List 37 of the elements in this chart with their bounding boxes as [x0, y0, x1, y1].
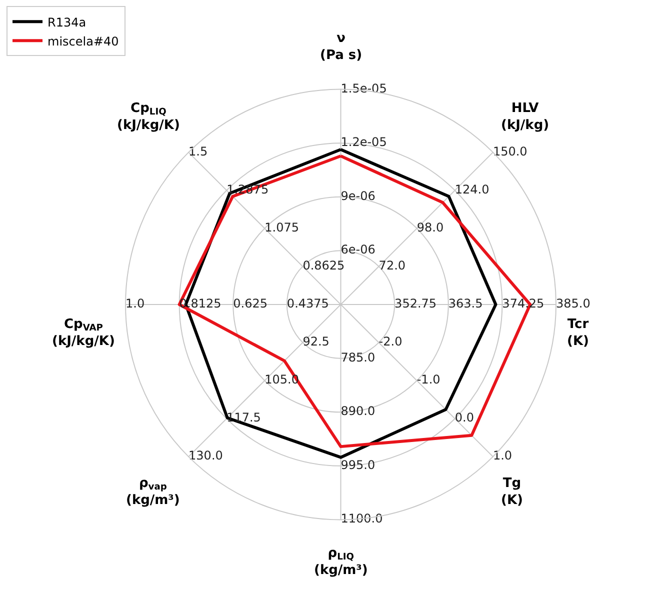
- text: 92.5: [302, 334, 330, 349]
- text: -1.0: [416, 372, 440, 387]
- text: 1.2e-05: [340, 135, 387, 150]
- spoke-label: ρ$_{vap}$ (kg/m³): [126, 476, 180, 508]
- text: 1100.0: [340, 512, 383, 526]
- text: -2.0: [378, 334, 402, 349]
- text: 124.0: [454, 182, 490, 196]
- text: 1.5e-05: [340, 81, 387, 96]
- text: 98.0: [416, 220, 444, 234]
- text: 1.075: [264, 220, 300, 234]
- text: 0.0: [454, 410, 474, 425]
- text: 6e-06: [340, 242, 376, 257]
- text: 9e-06: [340, 188, 376, 203]
- text: 785.0: [340, 350, 376, 364]
- text: 995.0: [340, 458, 376, 472]
- spoke-label: Cp$_{LIQ}$ (kJ/kg/K): [117, 101, 180, 133]
- text: 1.0: [126, 296, 145, 311]
- text: 0.4375: [286, 296, 329, 311]
- text: 150.0: [492, 144, 528, 158]
- text: 72.0: [378, 258, 406, 272]
- text: 363.5: [448, 296, 483, 311]
- text: 1.0: [492, 448, 512, 463]
- text: 352.75: [394, 296, 437, 311]
- spoke-label: Tcr (K): [567, 317, 590, 349]
- spoke-label: ν (Pa s): [320, 31, 362, 63]
- text: 385.0: [556, 296, 590, 311]
- text: 1.5: [188, 144, 208, 158]
- spoke-label: ρ$_{LIQ}$ (kg/m³): [314, 546, 368, 578]
- text: 0.625: [233, 296, 268, 311]
- legend-label: R134a: [48, 15, 86, 30]
- text: 890.0: [340, 404, 376, 418]
- spoke-label: Cp$_{VAP}$ (kJ/kg/K): [52, 317, 115, 349]
- text: 0.8625: [302, 258, 345, 272]
- spoke-label: HLV (kJ/kg): [501, 101, 550, 133]
- spoke-label: Tg (K): [501, 476, 523, 508]
- legend-label: miscela#40: [48, 34, 119, 48]
- text: 130.0: [188, 448, 223, 463]
